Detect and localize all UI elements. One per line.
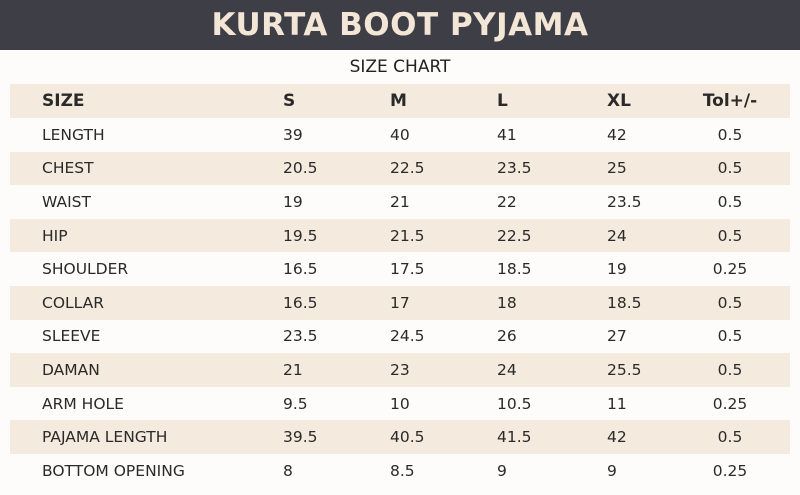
table-cell: 22 — [497, 192, 517, 211]
row-label: BOTTOM OPENING — [42, 461, 185, 480]
table-row: HIP 19.5 21.5 22.5 24 0.5 — [10, 218, 790, 253]
table-cell: 25.5 — [607, 360, 642, 379]
subtitle: SIZE CHART — [349, 57, 451, 77]
table-cell: 0.5 — [717, 159, 743, 178]
title: KURTA BOOT PYJAMA — [211, 7, 589, 43]
table-row: SLEEVE 23.5 24.5 26 27 0.5 — [10, 320, 790, 354]
row-label: CHEST — [42, 159, 94, 178]
table-cell: 24.5 — [390, 327, 425, 346]
table-cell: 0.5 — [717, 327, 743, 346]
table-cell: 40.5 — [390, 428, 425, 447]
table-row: ARM HOLE 9.5 10 10.5 11 0.25 — [10, 387, 790, 421]
row-label: SHOULDER — [42, 260, 129, 279]
table-cell: 17 — [390, 293, 410, 312]
table-cell: 0.5 — [717, 226, 743, 245]
table-cell: 0.5 — [717, 125, 743, 144]
table-cell: 23 — [390, 360, 410, 379]
table-cell: 16.5 — [283, 260, 318, 279]
table-cell: 18.5 — [497, 260, 532, 279]
table-cell: 39.5 — [283, 428, 318, 447]
size-table: SIZE S M L XL Tol+/- LENGTH 39 40 41 42 0.5 CHEST 20.… — [10, 84, 790, 488]
column-header: S — [283, 91, 296, 111]
column-header: SIZE — [42, 91, 85, 111]
table-cell: 23.5 — [497, 159, 532, 178]
table-cell: 17.5 — [390, 260, 425, 279]
table-cell: 20.5 — [283, 159, 318, 178]
table-cell: 23.5 — [283, 327, 318, 346]
table-cell: 42 — [607, 125, 627, 144]
table-cell: 10 — [390, 394, 410, 413]
table-row: CHEST 20.5 22.5 23.5 25 0.5 — [10, 151, 790, 186]
row-label: COLLAR — [42, 293, 105, 312]
table-cell: 10.5 — [497, 394, 532, 413]
table-cell: 19 — [283, 192, 303, 211]
column-header: Tol+/- — [702, 91, 758, 111]
row-label: DAMAN — [42, 360, 100, 379]
table-cell: 25 — [607, 159, 627, 178]
table-cell: 9.5 — [283, 394, 308, 413]
row-label: SLEEVE — [42, 327, 101, 346]
table-row: BOTTOM OPENING 8 8.5 9 9 0.25 — [10, 454, 790, 488]
table-row: LENGTH 39 40 41 42 0.5 — [10, 118, 790, 152]
table-cell: 11 — [607, 394, 627, 413]
table-cell: 0.25 — [712, 461, 748, 480]
table-cell: 23.5 — [607, 192, 642, 211]
table-cell: 24 — [607, 226, 627, 245]
table-cell: 22.5 — [390, 159, 425, 178]
column-header: L — [497, 91, 508, 111]
table-cell: 19.5 — [283, 226, 318, 245]
row-label: ARM HOLE — [42, 394, 124, 413]
table-cell: 16.5 — [283, 293, 318, 312]
table-cell: 8 — [283, 461, 293, 480]
table-cell: 40 — [390, 125, 410, 144]
table-cell: 9 — [607, 461, 617, 480]
table-cell: 22.5 — [497, 226, 532, 245]
table-cell: 21 — [390, 192, 410, 211]
table-cell: 0.25 — [712, 394, 748, 413]
table-cell: 26 — [497, 327, 517, 346]
table-row: COLLAR 16.5 17 18 18.5 0.5 — [10, 285, 790, 320]
table-cell: 0.5 — [717, 360, 743, 379]
table-row: PAJAMA LENGTH 39.5 40.5 41.5 42 0.5 — [10, 420, 790, 454]
table-cell: 0.5 — [717, 192, 743, 211]
row-label: LENGTH — [42, 125, 105, 144]
table-cell: 18 — [497, 293, 517, 312]
table-cell: 8.5 — [390, 461, 415, 480]
table-row: DAMAN 21 23 24 25.5 0.5 — [10, 353, 790, 387]
table-row: WAIST 19 21 22 23.5 0.5 — [10, 185, 790, 219]
table-cell: 0.5 — [717, 428, 743, 447]
table-cell: 41.5 — [497, 428, 532, 447]
table-cell: 0.5 — [717, 293, 743, 312]
table-cell: 21 — [283, 360, 303, 379]
table-row: SHOULDER 16.5 17.5 18.5 19 0.25 — [10, 252, 790, 286]
table-cell: 18.5 — [607, 293, 642, 312]
table-cell: 9 — [497, 461, 507, 480]
table-cell: 27 — [607, 327, 627, 346]
row-label: PAJAMA LENGTH — [42, 428, 168, 447]
row-label: WAIST — [42, 192, 91, 211]
row-label: HIP — [42, 226, 68, 245]
table-cell: 21.5 — [390, 226, 425, 245]
table-cell: 0.25 — [712, 260, 748, 279]
column-header: M — [390, 91, 407, 111]
header-band: KURTA BOOT PYJAMA — [0, 0, 800, 50]
table-cell: 24 — [497, 360, 517, 379]
column-header: XL — [607, 91, 631, 111]
table-cell: 41 — [497, 125, 517, 144]
header-row: SIZE S M L XL Tol+/- — [10, 84, 790, 118]
table-cell: 39 — [283, 125, 303, 144]
table-cell: 42 — [607, 428, 627, 447]
table-cell: 19 — [607, 260, 627, 279]
